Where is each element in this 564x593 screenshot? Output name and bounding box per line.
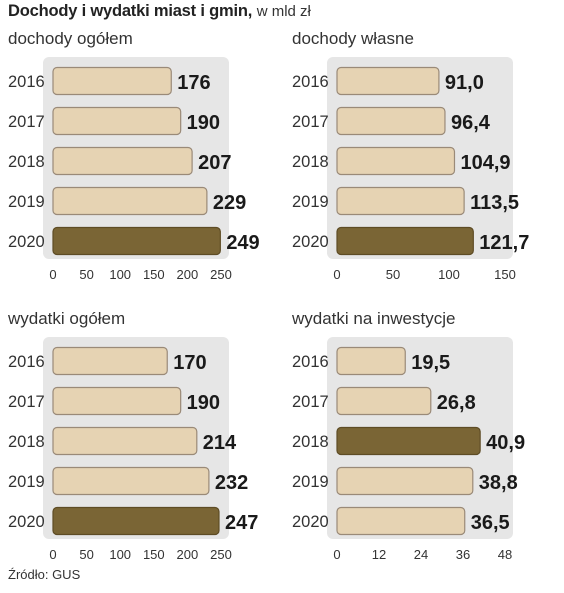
x-tick-label: 200 — [177, 547, 199, 562]
category-label: 2018 — [8, 433, 45, 451]
value-label: 36,5 — [471, 512, 510, 534]
bar — [52, 186, 208, 216]
bar — [336, 386, 432, 416]
x-tick-label: 50 — [79, 267, 93, 282]
x-tick-label: 150 — [143, 547, 165, 562]
x-tick-label: 0 — [49, 547, 56, 562]
bar — [52, 106, 182, 136]
category-label: 2017 — [292, 393, 329, 411]
category-label: 2016 — [292, 73, 329, 91]
x-tick-label: 50 — [79, 547, 93, 562]
value-label: 249 — [226, 232, 259, 254]
category-label: 2020 — [292, 233, 329, 251]
bar — [336, 186, 465, 216]
x-tick-label: 24 — [414, 547, 428, 562]
panel-dochody-ogolem: dochody ogółem 2016 176 2017 190 2018 207 2019… — [8, 29, 270, 282]
value-label: 113,5 — [470, 192, 519, 214]
value-label: 176 — [177, 72, 210, 94]
bar — [52, 426, 198, 456]
value-label: 247 — [225, 512, 258, 534]
x-tick-label: 250 — [210, 547, 232, 562]
category-label: 2018 — [292, 153, 329, 171]
source-note: Źródło: GUS — [8, 567, 81, 582]
panel-title: wydatki ogółem — [8, 309, 126, 328]
x-tick-label: 50 — [386, 267, 400, 282]
x-tick-label: 12 — [372, 547, 386, 562]
panel-title: dochody ogółem — [8, 29, 133, 48]
x-tick-label: 100 — [438, 267, 460, 282]
x-tick-label: 200 — [177, 267, 199, 282]
bar — [52, 146, 193, 176]
category-label: 2016 — [8, 73, 45, 91]
category-label: 2019 — [8, 473, 45, 491]
value-label: 170 — [173, 352, 206, 374]
value-label: 96,4 — [451, 112, 491, 134]
category-label: 2017 — [8, 393, 45, 411]
bar — [336, 226, 474, 256]
category-label: 2019 — [292, 193, 329, 211]
value-label: 121,7 — [479, 232, 529, 254]
category-label: 2018 — [8, 153, 45, 171]
chart-title-text: Dochody i wydatki miast i gmin, — [8, 2, 253, 20]
category-label: 2018 — [292, 433, 329, 451]
panel-wydatki-ogolem: wydatki ogółem 2016 170 2017 190 2018 214 2019… — [8, 309, 270, 562]
x-tick-label: 0 — [333, 547, 340, 562]
bar-chart-svg: 2016 91,0 2017 96,4 2018 104,9 2019 113,5 2020 12… — [292, 57, 529, 282]
category-label: 2017 — [8, 113, 45, 131]
bar — [52, 66, 172, 96]
category-label: 2020 — [8, 513, 45, 531]
x-tick-label: 150 — [494, 267, 516, 282]
chart-title: Dochody i wydatki miast i gmin, w mld zł — [8, 2, 311, 21]
bar — [52, 386, 182, 416]
category-label: 2020 — [8, 233, 45, 251]
value-label: 229 — [213, 192, 246, 214]
x-tick-label: 100 — [109, 267, 131, 282]
bar — [336, 346, 406, 376]
category-label: 2016 — [292, 353, 329, 371]
x-tick-label: 0 — [49, 267, 56, 282]
value-label: 232 — [215, 472, 248, 494]
value-label: 207 — [198, 152, 231, 174]
panel-dochody-wlasne: dochody własne 2016 91,0 2017 96,4 2018 104,9… — [292, 29, 554, 282]
panel-wydatki-na-inwestycje: wydatki na inwestycje 2016 19,5 2017 26,8 20… — [292, 309, 554, 562]
category-label: 2019 — [292, 473, 329, 491]
bar — [52, 226, 221, 256]
category-label: 2016 — [8, 353, 45, 371]
x-tick-label: 48 — [498, 547, 512, 562]
chart-subtitle: w mld zł — [256, 3, 311, 20]
value-label: 38,8 — [479, 472, 518, 494]
bar — [52, 506, 220, 536]
bar — [52, 466, 210, 496]
value-label: 104,9 — [460, 152, 510, 174]
x-tick-label: 36 — [456, 547, 470, 562]
panel-title: wydatki na inwestycje — [292, 309, 456, 328]
x-tick-label: 100 — [109, 547, 131, 562]
bar — [336, 66, 440, 96]
value-label: 190 — [187, 392, 220, 414]
bar — [336, 106, 446, 136]
category-label: 2020 — [292, 513, 329, 531]
bar — [336, 506, 466, 536]
value-label: 19,5 — [411, 352, 450, 374]
value-label: 26,8 — [437, 392, 476, 414]
bar — [336, 146, 456, 176]
value-label: 190 — [187, 112, 220, 134]
bar — [336, 426, 481, 456]
panel-title: dochody własne — [292, 29, 414, 48]
category-label: 2019 — [8, 193, 45, 211]
bar — [52, 346, 168, 376]
category-label: 2017 — [292, 113, 329, 131]
bar-chart-svg: 2016 19,5 2017 26,8 2018 40,9 2019 38,8 2020 36,5… — [292, 337, 525, 562]
x-tick-label: 150 — [143, 267, 165, 282]
x-tick-label: 0 — [333, 267, 340, 282]
bar-chart-svg: 2016 176 2017 190 2018 207 2019 229 2020 249 0 50 10… — [8, 57, 260, 282]
value-label: 91,0 — [445, 72, 484, 94]
bar — [336, 466, 474, 496]
value-label: 214 — [203, 432, 237, 454]
x-tick-label: 250 — [210, 267, 232, 282]
value-label: 40,9 — [486, 432, 525, 454]
bar-chart-svg: 2016 170 2017 190 2018 214 2019 232 2020 247 0 50 10… — [8, 337, 258, 562]
